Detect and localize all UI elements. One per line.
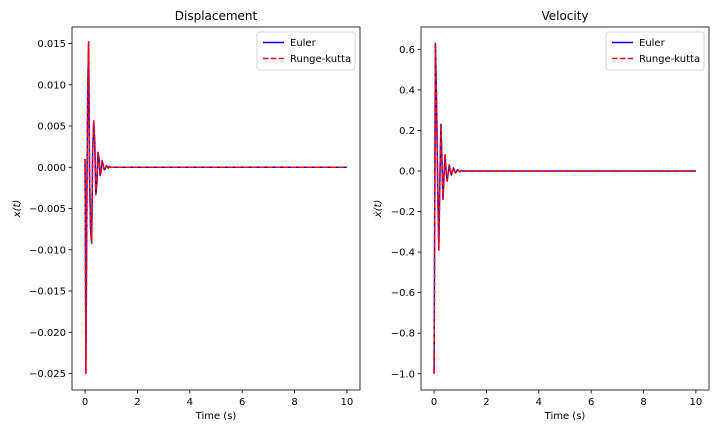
y-tick-label: −0.020 (29, 328, 66, 339)
legend-box (256, 31, 356, 71)
x-tick-label: 2 (483, 397, 489, 408)
legend-label: Runge-kutta (290, 54, 351, 65)
x-axis-label: Time (s) (544, 411, 586, 422)
x-tick-label: 8 (291, 397, 297, 408)
legend-label: Euler (290, 38, 317, 49)
series-line-runge-kutta (433, 42, 696, 374)
y-tick-label: 0.005 (37, 122, 66, 133)
x-tick-label: 2 (134, 397, 140, 408)
y-tick-label: −0.6 (391, 288, 415, 299)
chart-title: Displacement (175, 9, 258, 23)
legend-box (605, 31, 705, 71)
axes-frame (420, 26, 710, 391)
y-tick-label: 0.6 (399, 45, 415, 56)
chart-title: Velocity (541, 9, 588, 23)
y-axis-label: x(t) (12, 200, 23, 219)
y-tick-label: 0.000 (37, 163, 66, 174)
y-tick-label: 0.010 (37, 80, 66, 91)
legend: Euler Runge-kutta (256, 31, 356, 71)
y-tick-label: −0.005 (29, 204, 66, 215)
y-tick-label: 0.0 (399, 166, 415, 177)
x-tick-label: 8 (640, 397, 646, 408)
x-tick-label: 4 (536, 397, 542, 408)
x-tick-label: 4 (187, 397, 193, 408)
series-line-runge-kutta (84, 41, 347, 375)
y-tick-label: −0.2 (391, 207, 415, 218)
y-tick-label: −0.4 (391, 248, 415, 259)
x-tick-label: 0 (431, 397, 437, 408)
y-tick-label: 0.2 (399, 126, 415, 137)
y-tick-label: −0.010 (29, 245, 66, 256)
y-axis-label: ẋ(t) (373, 200, 384, 219)
x-tick-label: 6 (588, 397, 594, 408)
chart-0: 0 2 4 6 8 10 −0.025 −0.020 −0.015 −0.010 −0.005 0.0… (12, 9, 361, 422)
legend: Euler Runge-kutta (605, 31, 705, 71)
chart-1: 0 2 4 6 8 10 −1.0 −0.8 −0.6 −0.4 −0.2 0.0 0.2 0.4 0.6 V… (373, 9, 710, 422)
y-tick-label: −1.0 (391, 369, 415, 380)
legend-label: Runge-kutta (639, 54, 700, 65)
y-tick-label: −0.025 (29, 369, 66, 380)
y-tick-label: 0.015 (37, 39, 66, 50)
x-tick-label: 10 (341, 397, 354, 408)
y-tick-label: 0.4 (399, 85, 415, 96)
y-tick-label: −0.015 (29, 287, 66, 298)
x-tick-label: 0 (82, 397, 88, 408)
legend-label: Euler (639, 38, 666, 49)
x-tick-label: 10 (690, 397, 703, 408)
y-tick-label: −0.8 (391, 329, 415, 340)
x-axis-label: Time (s) (195, 411, 237, 422)
x-tick-label: 6 (239, 397, 245, 408)
